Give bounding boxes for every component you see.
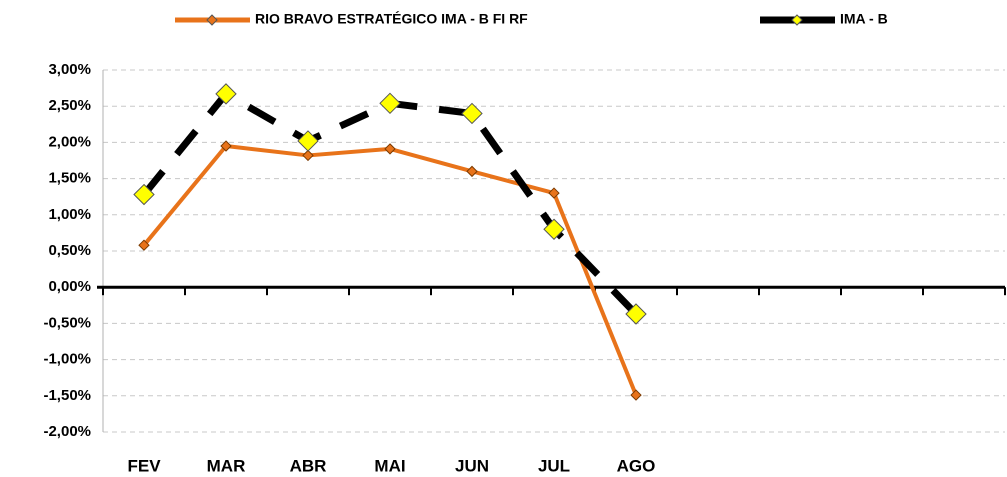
marker: [297, 130, 319, 152]
y-tick-label: 1,50%: [48, 170, 91, 187]
y-tick-label: -2,00%: [43, 423, 91, 440]
y-tick-label: -1,00%: [43, 351, 91, 368]
marker: [543, 218, 565, 240]
marker: [461, 102, 483, 125]
marker: [466, 165, 478, 178]
marker: [133, 183, 155, 206]
y-tick-label: -0,50%: [43, 314, 91, 331]
x-tick-label: ABR: [290, 456, 327, 475]
legend-marker: [791, 14, 803, 26]
x-tick-label: MAI: [374, 456, 405, 475]
marker: [630, 389, 642, 401]
series-line: [141, 90, 639, 317]
marker: [548, 187, 560, 199]
marker: [384, 143, 396, 155]
marker: [138, 239, 150, 251]
x-tick-label: AGO: [617, 456, 656, 475]
legend-label: IMA - B: [840, 11, 888, 27]
y-tick-label: 2,50%: [48, 97, 91, 114]
legend-label: RIO BRAVO ESTRATÉGICO IMA - B FI RF: [255, 11, 528, 27]
y-tick-label: 2,00%: [48, 133, 91, 150]
y-tick-label: 3,00%: [48, 61, 91, 78]
y-tick-label: 1,00%: [48, 206, 91, 223]
marker: [220, 140, 232, 152]
y-tick-label: 0,00%: [48, 278, 91, 295]
x-tick-label: JUN: [455, 456, 489, 475]
marker: [215, 83, 237, 105]
series-line: [142, 144, 638, 396]
marker: [625, 303, 647, 325]
x-tick-label: FEV: [127, 456, 161, 475]
x-tick-label: JUL: [538, 456, 570, 475]
marker: [302, 149, 314, 162]
x-tick-label: MAR: [207, 456, 246, 475]
marker: [379, 92, 401, 115]
y-tick-label: 0,50%: [48, 242, 91, 259]
y-tick-label: -1,50%: [43, 387, 91, 404]
legend-marker: [206, 14, 218, 26]
